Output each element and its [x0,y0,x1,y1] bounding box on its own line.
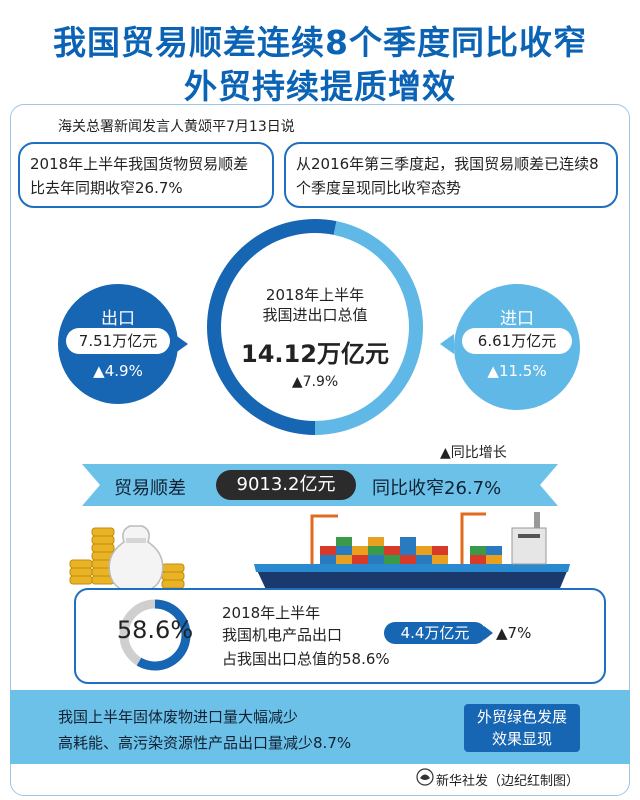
export-circle: 出口 7.51万亿元 ▲4.9% [58,284,178,404]
export-growth: ▲4.9% [93,362,143,380]
green-development-badge: 外贸绿色发展 效果显现 [464,704,580,752]
surplus-change: 同比收窄26.7% [372,478,502,499]
band-notch-left [82,464,100,506]
ring-import-arc [315,221,424,435]
title-line-2: 外贸持续提质增效 [184,67,456,106]
coins-moneybag-illustration [69,525,185,593]
badge-line-2: 效果显现 [491,730,552,748]
mech-share-text: 占我国出口总值的58.6% [222,650,390,668]
ship-bridge-icon [511,512,547,565]
import-label: 进口 [500,309,534,329]
import-growth: ▲11.5% [487,362,547,380]
credit-line: 新华社发（边纪红制图） [436,774,580,789]
mech-export-label: 我国机电产品出口 [222,626,343,644]
mech-pill-pointer [484,626,493,640]
title-line-1: 我国贸易顺差连续8个季度同比收窄 [53,23,587,62]
total-period: 2018年上半年 [265,286,365,304]
import-pointer [440,334,454,354]
total-label: 我国进出口总值 [262,306,368,324]
mech-export-value: 4.4万亿元 [384,622,486,644]
total-growth: ▲7.9% [291,374,339,390]
crane-icon [310,512,486,564]
export-pointer [174,334,188,354]
source-statement: 海关总署新闻发言人黄颂平7月13日说 [58,119,295,135]
total-ring [207,219,424,435]
ring-export-arc [207,219,337,435]
donut-share-arc [136,599,191,671]
band-notch-right [540,464,558,506]
surplus-label: 贸易顺差 [114,478,186,499]
import-circle: 进口 6.61万亿元 ▲11.5% [454,284,580,410]
callout-right: 从2016年第三季度起，我国贸易顺差已连续8个季度呈现同比收窄态势 [284,142,618,208]
surplus-value: 9013.2亿元 [216,470,356,500]
growth-legend: ▲同比增长 [440,445,507,461]
xinhua-logo-icon [416,768,434,786]
export-share-donut [119,599,191,671]
badge-line-1: 外贸绿色发展 [476,708,567,726]
callout-left: 2018年上半年我国货物贸易顺差比去年同期收窄26.7% [18,142,274,208]
export-value: 7.51万亿元 [66,328,170,354]
waste-line-2: 高耗能、高污染资源性产品出口量减少8.7% [58,734,352,752]
mech-period: 2018年上半年 [222,604,321,622]
money-bag-icon [108,525,164,593]
total-value: 14.12万亿元 [241,340,389,368]
mech-export-growth: ▲7% [496,624,532,642]
import-value: 6.61万亿元 [462,328,572,354]
cargo-containers-icon [320,537,502,564]
waste-line-1: 我国上半年固体废物进口量大幅减少 [58,708,299,726]
export-share-value: 58.6% [116,616,194,644]
coin-stack-icon [69,527,185,589]
export-label: 出口 [101,309,135,329]
